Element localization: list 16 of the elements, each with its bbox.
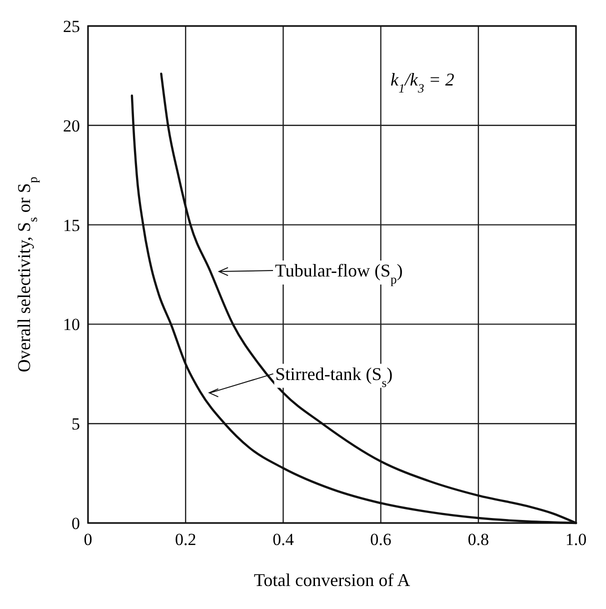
x-tick-label: 0 (84, 530, 92, 549)
x-tick-label: 0.4 (272, 530, 294, 549)
y-tick-label: 25 (63, 17, 80, 36)
y-tick-label: 15 (63, 216, 80, 235)
y-tick-label: 20 (63, 116, 80, 136)
x-tick-label: 0.2 (174, 530, 196, 549)
legend-label: Tubular-flow (S$_{p}$) (275, 260, 403, 287)
x-tick-label: 0.6 (370, 530, 392, 549)
y-tick-label: 5 (72, 414, 80, 434)
y-tick-label: 10 (63, 315, 80, 334)
x-tick-label: 0.8 (468, 530, 490, 549)
y-tick-label: 0 (72, 514, 80, 533)
annotation: k$_{1}$/k$_{3}$ = 2 (390, 70, 454, 96)
legend-label: Stirred-tank (S$_{s}$) (275, 364, 393, 390)
x-tick-label: 1.0 (565, 530, 587, 549)
x-axis-title: Total conversion of A (254, 570, 410, 590)
